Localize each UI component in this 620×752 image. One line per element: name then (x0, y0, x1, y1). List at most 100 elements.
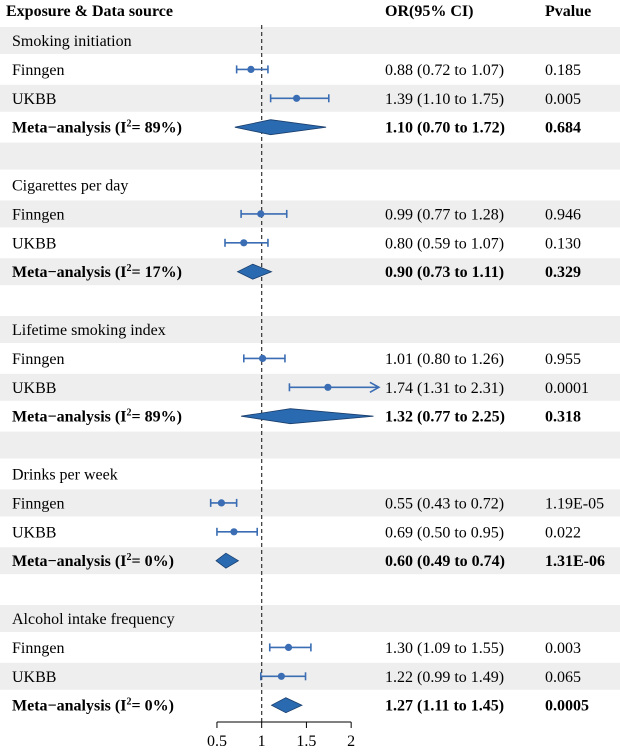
meta-diamond (234, 119, 327, 136)
meta-label: Meta−analysis (I2= 89%) (12, 119, 182, 137)
group-label: Alcohol intake frequency (12, 611, 175, 628)
point-estimate (217, 499, 226, 507)
point-estimate (284, 643, 293, 652)
or-ci-value: 0.80 (0.59 to 1.07) (385, 235, 504, 252)
or-ci-value: 1.30 (1.09 to 1.55) (385, 640, 504, 657)
x-axis: 0.5 1 1.5 2 (207, 721, 355, 750)
row-band (0, 605, 620, 632)
meta-label-suffix: = 17%) (131, 264, 181, 281)
meta-diamond (241, 408, 374, 425)
meta-label-suffix: = 89%) (131, 409, 181, 426)
meta-label-prefix: Meta−analysis (I (12, 409, 126, 426)
meta-label-prefix: Meta−analysis (I (12, 120, 126, 137)
meta-label-superscript: 2 (126, 263, 131, 274)
row-band (0, 27, 620, 54)
meta-label-superscript: 2 (126, 119, 131, 130)
p-value: 0.185 (545, 62, 581, 79)
study-label: UKBB (12, 91, 56, 108)
or-ci-value: 0.90 (0.73 to 1.11) (385, 264, 504, 281)
group-label: Lifetime smoking index (12, 322, 166, 339)
p-value: 1.19E-05 (545, 495, 604, 512)
x-tick-label: 0.5 (207, 733, 227, 750)
or-ci-value: 1.27 (1.11 to 1.45) (385, 698, 504, 715)
or-ci-value: 1.10 (0.70 to 1.72) (385, 120, 505, 137)
meta-label-prefix: Meta−analysis (I (12, 264, 126, 281)
group-label: Cigarettes per day (12, 178, 128, 195)
or-ci-value: 1.74 (1.31 to 2.31) (385, 380, 504, 397)
header-pvalue: Pvalue (545, 3, 591, 20)
row-band (0, 200, 620, 228)
meta-diamond (270, 697, 303, 714)
p-value: 0.329 (545, 264, 581, 281)
row-band (0, 489, 620, 517)
p-value: 0.684 (545, 120, 581, 137)
table-header: Exposure & Data source OR(95% CI) Pvalue (6, 3, 591, 20)
x-tick-label: 1.5 (296, 733, 316, 750)
point-estimate (258, 354, 267, 362)
meta-diamond (215, 552, 240, 569)
row-band (0, 547, 620, 575)
forest-marks (209, 65, 381, 714)
meta-label: Meta−analysis (I2= 89%) (12, 408, 182, 426)
group-label: Smoking initiation (12, 33, 132, 50)
p-value: 0.065 (545, 669, 581, 686)
row-band (0, 662, 620, 690)
header-or-ci: OR(95% CI) (385, 3, 473, 20)
group-label: Drinks per week (12, 467, 118, 484)
point-estimate (292, 94, 301, 102)
study-label: Finngen (12, 62, 64, 79)
p-value: 0.0001 (545, 380, 589, 397)
p-value: 1.31E-06 (545, 553, 605, 570)
p-value: 0.005 (545, 91, 581, 108)
study-label: Finngen (12, 351, 64, 368)
p-value: 0.022 (545, 524, 581, 541)
meta-label-suffix: = 0%) (131, 698, 173, 715)
meta-label: Meta−analysis (I2= 17%) (12, 263, 182, 281)
study-label: UKBB (12, 669, 56, 686)
meta-label-superscript: 2 (126, 408, 131, 419)
ci-arrow (369, 381, 381, 393)
row-band (0, 316, 620, 343)
p-value: 0.946 (545, 206, 581, 223)
row-band (0, 258, 620, 286)
or-ci-value: 0.60 (0.49 to 0.74) (385, 553, 505, 570)
meta-label: Meta−analysis (I2= 0%) (12, 552, 174, 570)
p-value: 0.130 (545, 235, 581, 252)
row-band (0, 431, 620, 459)
point-estimate (324, 383, 332, 391)
meta-label-prefix: Meta−analysis (I (12, 553, 126, 570)
p-value: 0.318 (545, 409, 581, 426)
p-value: 0.003 (545, 640, 581, 657)
or-ci-value: 0.88 (0.72 to 1.07) (385, 62, 504, 79)
or-ci-value: 0.69 (0.50 to 0.95) (385, 524, 504, 541)
point-estimate (240, 239, 248, 247)
or-ci-value: 1.22 (0.99 to 1.49) (385, 669, 504, 686)
p-value: 0.955 (545, 351, 581, 368)
or-ci-value: 1.01 (0.80 to 1.26) (385, 351, 504, 368)
study-label: Finngen (12, 495, 64, 512)
meta-diamond (236, 263, 273, 280)
meta-label-superscript: 2 (126, 552, 131, 563)
row-bands (0, 27, 620, 690)
point-estimate (230, 528, 238, 536)
row-labels: Smoking initiation Finngen 0.88 (0.72 to 1… (12, 33, 605, 715)
meta-label-suffix: = 0%) (131, 553, 173, 570)
meta-label-prefix: Meta−analysis (I (12, 698, 126, 715)
x-tick-label: 1 (258, 733, 266, 750)
study-label: UKBB (12, 380, 56, 397)
x-tick-label: 2 (347, 733, 355, 750)
header-exposure: Exposure & Data source (6, 3, 173, 20)
p-value: 0.0005 (545, 698, 589, 715)
point-estimate (257, 210, 265, 218)
study-label: UKBB (12, 235, 56, 252)
study-label: Finngen (12, 640, 64, 657)
meta-label-suffix: = 89%) (131, 120, 181, 137)
study-label: UKBB (12, 524, 56, 541)
or-ci-value: 1.32 (0.77 to 2.25) (385, 409, 505, 426)
meta-label-superscript: 2 (126, 697, 131, 708)
or-ci-value: 0.99 (0.77 to 1.28) (385, 206, 504, 223)
row-band (0, 142, 620, 170)
point-estimate (277, 672, 285, 680)
study-label: Finngen (12, 206, 64, 223)
